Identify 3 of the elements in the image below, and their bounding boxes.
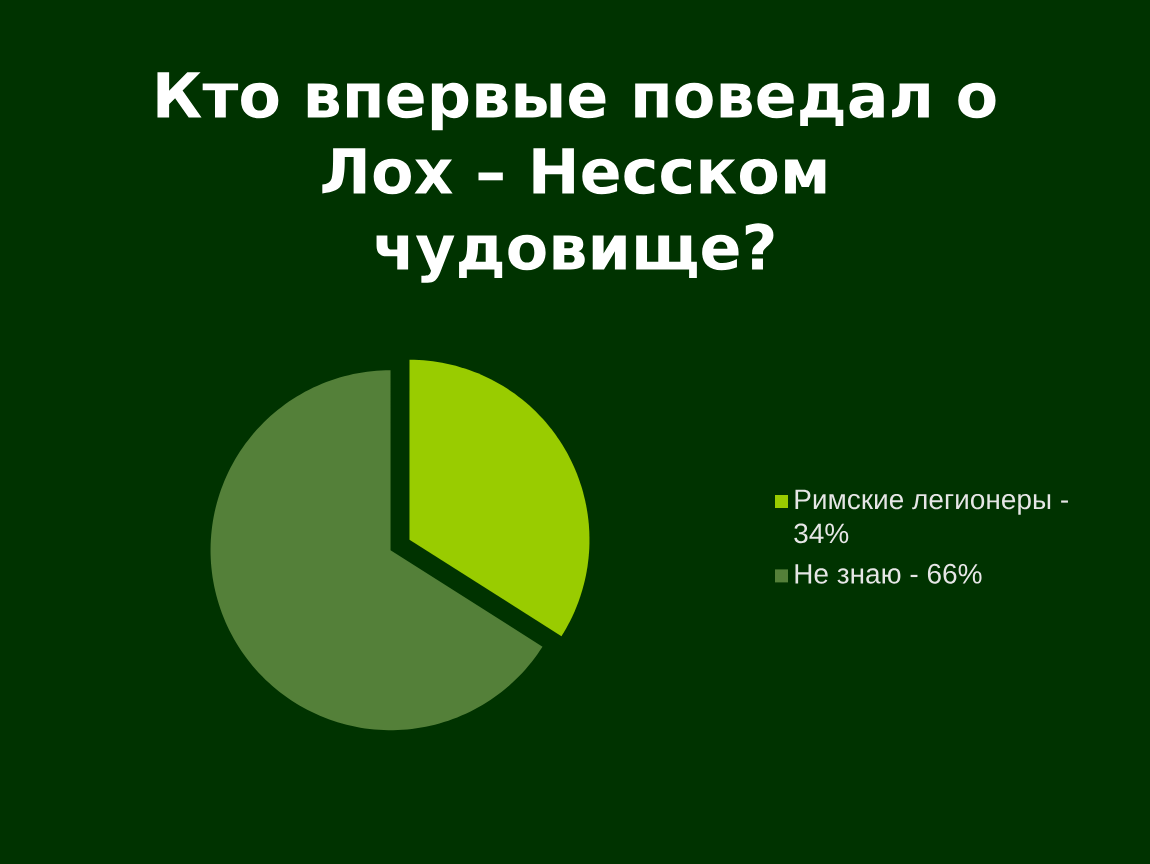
chart-title: Кто впервые поведал о Лох – Несском чудовище? bbox=[157, 72, 996, 283]
legend-label: Римские легионеры - 34% bbox=[794, 489, 1068, 544]
legend-label: Не знаю - 66% bbox=[795, 563, 982, 584]
